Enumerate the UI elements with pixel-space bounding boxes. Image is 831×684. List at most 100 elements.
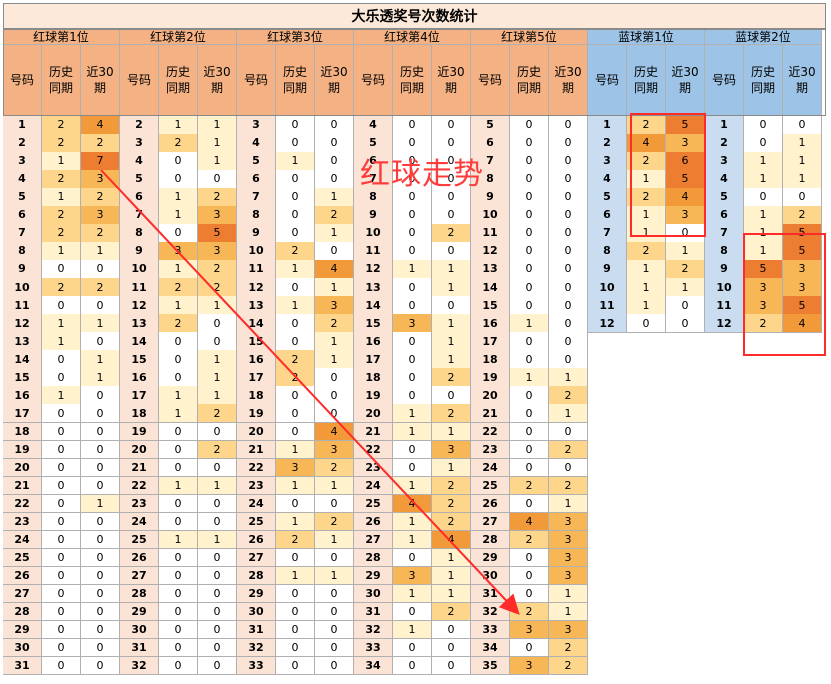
table-cell-recent30: 0 bbox=[81, 512, 120, 532]
table-cell-number: 20 bbox=[3, 458, 42, 478]
table-cell-recent30: 0 bbox=[198, 314, 237, 333]
table-cell-recent30: 1 bbox=[549, 494, 588, 514]
table-cell-recent30: 5 bbox=[783, 242, 822, 261]
column-header-number: 号码 bbox=[237, 45, 276, 116]
table-cell-history: 1 bbox=[276, 296, 315, 315]
table-cell-history: 0 bbox=[159, 638, 198, 658]
table-cell-number: 18 bbox=[3, 422, 42, 442]
table-cell-recent30: 1 bbox=[315, 476, 354, 496]
table-cell-recent30: 3 bbox=[81, 170, 120, 189]
table-cell-recent30: 0 bbox=[432, 170, 471, 189]
table-cell-history: 0 bbox=[510, 170, 549, 189]
table-cell-history: 0 bbox=[393, 386, 432, 405]
table-cell-number: 33 bbox=[237, 656, 276, 676]
table-cell-recent30: 1 bbox=[783, 134, 822, 153]
table-cell-number: 24 bbox=[3, 530, 42, 550]
table-cell-history: 0 bbox=[42, 440, 81, 460]
table-cell-history: 1 bbox=[393, 422, 432, 442]
table-cell-history: 1 bbox=[627, 278, 666, 297]
table-cell-number: 7 bbox=[471, 152, 510, 171]
table-cell-number: 18 bbox=[354, 368, 393, 387]
column-header-recent30: 近30 期 bbox=[783, 45, 822, 116]
table-cell-history: 0 bbox=[159, 170, 198, 189]
table-cell-recent30: 1 bbox=[198, 296, 237, 315]
table-cell-number: 29 bbox=[471, 548, 510, 568]
table-cell-history: 0 bbox=[42, 656, 81, 676]
table-cell-recent30: 2 bbox=[549, 440, 588, 460]
table-cell-history: 0 bbox=[510, 134, 549, 153]
table-cell-number: 10 bbox=[120, 260, 159, 279]
table-cell-number: 6 bbox=[471, 134, 510, 153]
table-cell-number: 26 bbox=[237, 530, 276, 550]
table-cell-number: 34 bbox=[354, 656, 393, 676]
table-cell-number: 21 bbox=[471, 404, 510, 423]
table-cell-recent30: 0 bbox=[315, 656, 354, 676]
table-cell-history: 0 bbox=[159, 620, 198, 640]
table-cell-recent30: 3 bbox=[81, 206, 120, 225]
table-cell-number: 10 bbox=[588, 278, 627, 297]
column-header-history: 历史 同期 bbox=[627, 45, 666, 116]
table-cell-number: 21 bbox=[3, 476, 42, 496]
table-cell-recent30: 0 bbox=[81, 476, 120, 496]
table-cell-recent30: 1 bbox=[315, 350, 354, 369]
column-header-history: 历史 同期 bbox=[276, 45, 315, 116]
table-cell-recent30: 1 bbox=[549, 404, 588, 423]
table-cell-history: 0 bbox=[159, 494, 198, 514]
table-cell-history: 0 bbox=[510, 422, 549, 442]
table-cell-recent30: 2 bbox=[198, 188, 237, 207]
table-cell-number: 15 bbox=[120, 350, 159, 369]
table-cell-number: 2 bbox=[705, 134, 744, 153]
table-cell-history: 0 bbox=[159, 368, 198, 387]
table-cell-recent30: 4 bbox=[432, 530, 471, 550]
table-cell-number: 29 bbox=[237, 584, 276, 604]
table-cell-history: 0 bbox=[393, 224, 432, 243]
table-cell-recent30: 0 bbox=[81, 530, 120, 550]
column-header-recent30: 近30 期 bbox=[432, 45, 471, 116]
table-cell-number: 21 bbox=[120, 458, 159, 478]
table-cell-recent30: 0 bbox=[549, 188, 588, 207]
table-cell-recent30: 0 bbox=[549, 134, 588, 153]
table-cell-number: 18 bbox=[471, 350, 510, 369]
table-cell-number: 30 bbox=[120, 620, 159, 640]
table-cell-history: 0 bbox=[627, 314, 666, 333]
table-cell-number: 31 bbox=[354, 602, 393, 622]
table-cell-number: 20 bbox=[120, 440, 159, 460]
table-cell-recent30: 3 bbox=[783, 260, 822, 279]
table-cell-recent30: 1 bbox=[549, 602, 588, 622]
table-cell-number: 10 bbox=[354, 224, 393, 243]
table-cell-history: 3 bbox=[744, 278, 783, 297]
table-cell-recent30: 0 bbox=[81, 422, 120, 442]
table-cell-recent30: 1 bbox=[783, 170, 822, 189]
table-cell-recent30: 0 bbox=[198, 620, 237, 640]
group-header: 红球第3位 bbox=[237, 29, 354, 45]
table-cell-number: 5 bbox=[354, 134, 393, 153]
table-cell-number: 5 bbox=[237, 152, 276, 171]
table-cell-number: 8 bbox=[120, 224, 159, 243]
table-cell-recent30: 0 bbox=[315, 368, 354, 387]
table-cell-history: 0 bbox=[510, 638, 549, 658]
table-cell-recent30: 0 bbox=[549, 224, 588, 243]
table-cell-history: 0 bbox=[393, 602, 432, 622]
column-header-recent30: 近30 期 bbox=[549, 45, 588, 116]
table-cell-recent30: 2 bbox=[198, 260, 237, 279]
table-cell-recent30: 0 bbox=[315, 584, 354, 604]
table-cell-history: 0 bbox=[159, 350, 198, 369]
table-cell-recent30: 0 bbox=[315, 548, 354, 568]
table-cell-history: 1 bbox=[393, 404, 432, 423]
table-cell-number: 28 bbox=[354, 548, 393, 568]
table-cell-number: 27 bbox=[237, 548, 276, 568]
table-cell-recent30: 5 bbox=[198, 224, 237, 243]
table-cell-number: 30 bbox=[237, 602, 276, 622]
table-cell-history: 1 bbox=[627, 224, 666, 243]
table-cell-recent30: 1 bbox=[81, 368, 120, 387]
table-cell-number: 32 bbox=[120, 656, 159, 676]
table-cell-number: 2 bbox=[3, 134, 42, 153]
table-cell-history: 1 bbox=[276, 260, 315, 279]
table-cell-recent30: 0 bbox=[198, 638, 237, 658]
table-cell-recent30: 1 bbox=[198, 476, 237, 496]
table-cell-history: 0 bbox=[510, 224, 549, 243]
table-cell-history: 0 bbox=[510, 458, 549, 478]
table-cell-number: 13 bbox=[237, 296, 276, 315]
table-cell-recent30: 2 bbox=[549, 656, 588, 676]
table-cell-history: 2 bbox=[627, 188, 666, 207]
